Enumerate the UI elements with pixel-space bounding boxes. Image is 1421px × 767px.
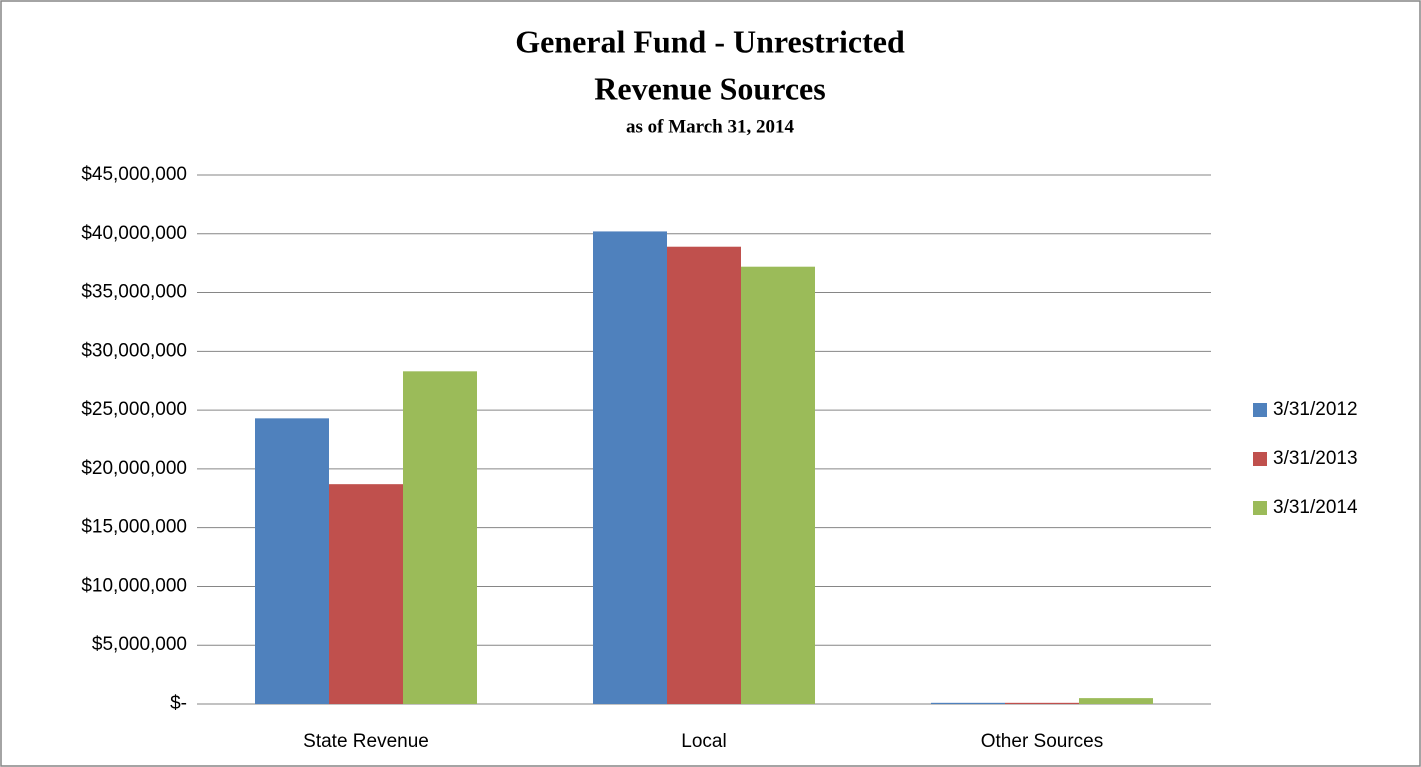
y-tick-label: $30,000,000 xyxy=(81,340,187,361)
bar xyxy=(931,702,1005,704)
bar xyxy=(667,246,741,704)
legend-swatch xyxy=(1253,501,1267,515)
y-tick-label: $40,000,000 xyxy=(81,223,187,244)
legend-label: 3/31/2012 xyxy=(1273,399,1358,420)
legend-swatch xyxy=(1253,452,1267,466)
y-tick-label: $25,000,000 xyxy=(81,399,187,420)
bar xyxy=(255,418,329,704)
y-tick-label: $15,000,000 xyxy=(81,517,187,538)
chart-title: General Fund - Unrestricted xyxy=(515,23,905,59)
bar xyxy=(329,484,403,704)
chart-subtitle: as of March 31, 2014 xyxy=(626,116,794,137)
y-tick-label: $- xyxy=(170,693,187,714)
y-tick-label: $45,000,000 xyxy=(81,164,187,185)
y-tick-label: $20,000,000 xyxy=(81,458,187,479)
bar xyxy=(1079,698,1153,704)
y-tick-label: $10,000,000 xyxy=(81,575,187,596)
x-tick-label: Local xyxy=(681,731,726,752)
bar xyxy=(593,231,667,704)
legend-label: 3/31/2013 xyxy=(1273,448,1358,469)
bar xyxy=(1005,702,1079,704)
chart-title: Revenue Sources xyxy=(594,70,825,106)
x-tick-label: Other Sources xyxy=(981,731,1104,752)
legend-swatch xyxy=(1253,403,1267,417)
bar xyxy=(403,371,477,704)
y-tick-label: $35,000,000 xyxy=(81,282,187,303)
bar xyxy=(741,266,815,704)
legend-label: 3/31/2014 xyxy=(1273,497,1358,518)
x-tick-label: State Revenue xyxy=(303,731,429,752)
y-tick-label: $5,000,000 xyxy=(92,634,187,655)
